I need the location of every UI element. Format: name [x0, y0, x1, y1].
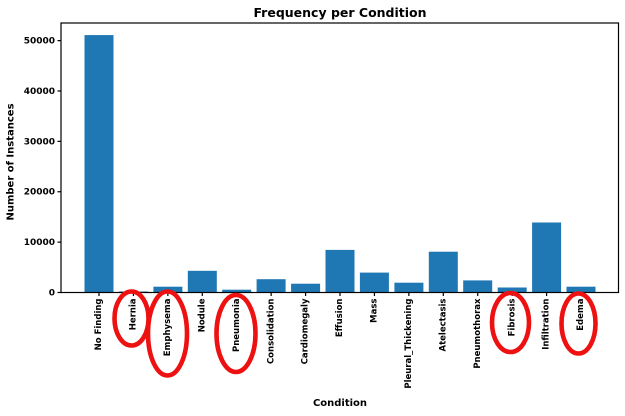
bar-edema	[566, 286, 596, 293]
x-tick-label-atelectasis: Atelectasis	[438, 299, 448, 352]
annotation-ellipses-layer	[112, 289, 598, 378]
bar-pneumonia	[222, 289, 252, 293]
plot-border	[60, 22, 620, 294]
x-tick-label-effusion: Effusion	[335, 299, 345, 338]
bars-layer	[84, 35, 596, 293]
circle-annotation-pneumonia	[214, 292, 258, 375]
circle-annotation-edema	[559, 291, 598, 356]
x-tick-label-pleural-thickening: Pleural_Thickening	[404, 299, 414, 389]
x-tick-label-consolidation: Consolidation	[266, 299, 276, 365]
x-tick-label-no-finding: No Finding	[94, 299, 104, 351]
y-axis-label: Number of Instances	[6, 103, 17, 220]
x-tick-label-emphysema: Emphysema	[163, 298, 173, 356]
bar-mass	[359, 272, 389, 293]
bar-no-finding	[84, 35, 114, 293]
x-tick-label-fibrosis: Fibrosis	[507, 299, 517, 337]
bar-pleural-thickening	[394, 282, 424, 293]
circle-annotation-fibrosis	[489, 290, 532, 355]
circle-annotation-emphysema	[145, 289, 190, 378]
x-tick-label-pneumonia: Pneumonia	[232, 298, 242, 352]
y-tick-label: 10000	[24, 238, 55, 248]
axes-layer: 0 10000 20000 30000 40000 50000 No Finding Hern…	[24, 37, 586, 389]
y-tick-label: 50000	[24, 37, 55, 47]
bar-effusion	[325, 249, 355, 293]
bar-consolidation	[256, 279, 286, 293]
chart-title: Frequency per Condition	[253, 5, 426, 20]
y-tick-label: 40000	[24, 87, 55, 97]
x-axis-label: Condition	[313, 398, 367, 409]
x-tick-label-infiltration: Infiltration	[542, 299, 552, 350]
x-tick-label-edema: Edema	[576, 298, 586, 331]
bar-nodule	[187, 270, 217, 293]
bar-cardiomegaly	[291, 283, 321, 293]
y-tick-label: 0	[49, 288, 55, 298]
x-tick-label-hernia: Hernia	[129, 298, 139, 330]
y-tick-label: 20000	[24, 188, 55, 198]
bar-infiltration	[532, 222, 562, 293]
bar-atelectasis	[428, 251, 458, 293]
bar-fibrosis	[497, 287, 527, 293]
x-tick-label-cardiomegaly: Cardiomegaly	[301, 298, 311, 364]
x-tick-label-pneumothorax: Pneumothorax	[473, 298, 483, 369]
x-tick-label-mass: Mass	[370, 299, 380, 323]
bar-pneumothorax	[463, 280, 493, 293]
y-tick-label: 30000	[24, 137, 55, 147]
x-tick-label-nodule: Nodule	[197, 298, 207, 332]
